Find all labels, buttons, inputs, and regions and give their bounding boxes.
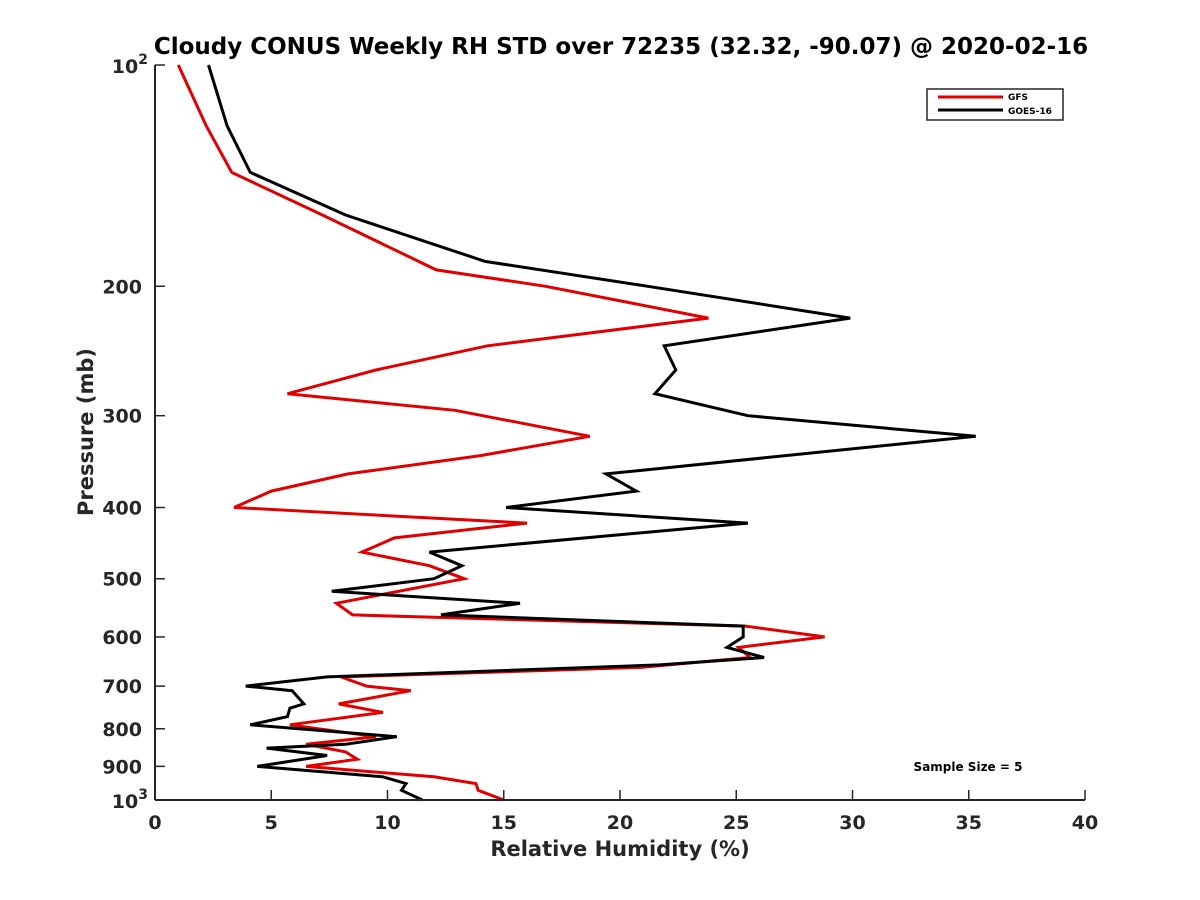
y-tick-label: 400	[102, 498, 142, 520]
chart-title: Cloudy CONUS Weekly RH STD over 72235 (3…	[154, 34, 1088, 60]
series-line-gfs	[176, 64, 825, 802]
y-tick-label: 102	[112, 52, 148, 78]
x-tick-label: 40	[1072, 812, 1098, 834]
x-tick-label: 0	[148, 812, 161, 834]
legend-box	[926, 88, 1064, 121]
x-tick-label: 5	[265, 812, 278, 834]
x-ticks: 0 5 10 15 20 25 30 35 40	[148, 790, 1098, 834]
x-tick-label: 25	[723, 812, 749, 834]
y-tick-label: 600	[102, 627, 142, 649]
y-tick-label: 800	[102, 719, 142, 741]
x-tick-label: 10	[374, 812, 400, 834]
legend-label-goes16: GOES-16	[1008, 107, 1052, 117]
y-axis-label: Pressure (mb)	[74, 348, 98, 516]
x-axis-label: Relative Humidity (%)	[490, 837, 749, 861]
series-line-goes16	[207, 64, 976, 802]
x-tick-label: 20	[607, 812, 633, 834]
legend: GFS GOES-16	[926, 88, 1064, 121]
y-tick-label: 500	[102, 569, 142, 591]
y-tick-label: 300	[102, 406, 142, 428]
sample-size-annotation: Sample Size = 5	[914, 760, 1023, 774]
series-layer	[176, 64, 976, 802]
y-tick-label: 700	[102, 676, 142, 698]
y-tick-label: 103	[112, 787, 148, 813]
x-tick-label: 15	[491, 812, 517, 834]
y-ticks: 102 200 300 400 500 600 700 800 900 103	[102, 52, 165, 813]
y-tick-label: 900	[102, 756, 142, 778]
x-tick-label: 30	[839, 812, 865, 834]
y-tick-label: 200	[102, 276, 142, 298]
legend-label-gfs: GFS	[1008, 93, 1028, 103]
x-tick-label: 35	[956, 812, 982, 834]
